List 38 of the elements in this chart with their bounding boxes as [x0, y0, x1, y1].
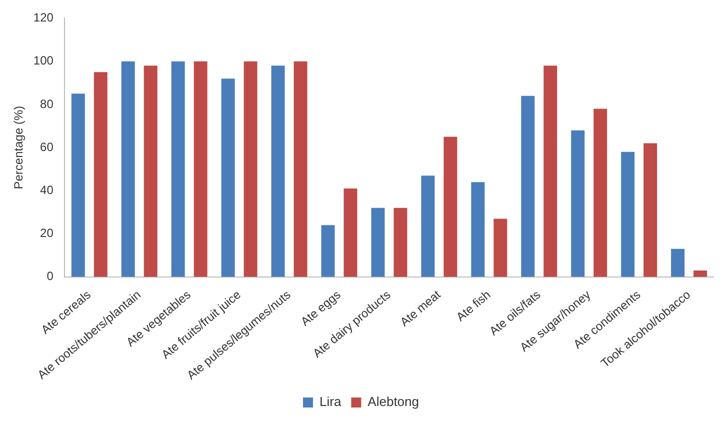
bar — [521, 96, 535, 277]
bar — [244, 61, 258, 277]
y-tick-label: 0 — [46, 269, 54, 284]
bar — [194, 61, 208, 277]
bar — [121, 61, 135, 277]
bar — [544, 66, 558, 277]
bar — [694, 270, 708, 277]
legend-label: Lira — [320, 394, 342, 410]
legend-label: Alebtong — [368, 394, 420, 410]
bar — [471, 182, 485, 277]
bar — [371, 208, 385, 277]
x-tick-label: Ate fish — [454, 288, 494, 324]
y-tick-label: 120 — [33, 10, 54, 25]
y-tick-label: 60 — [40, 140, 54, 154]
y-tick-label: 40 — [40, 183, 54, 197]
bar — [221, 78, 235, 277]
y-tick-label: 100 — [33, 54, 54, 68]
bar — [644, 143, 658, 277]
bar — [571, 130, 585, 277]
bar — [144, 66, 158, 277]
y-axis-title: Percentage (%) — [12, 106, 26, 190]
bar — [421, 176, 435, 277]
y-tick-label: 20 — [40, 226, 54, 240]
bar — [594, 108, 608, 277]
bar — [94, 72, 108, 277]
bar — [444, 136, 458, 277]
bar — [394, 208, 408, 277]
x-tick-label: Ate eggs — [298, 288, 344, 329]
bar — [494, 218, 508, 277]
bar — [71, 94, 85, 277]
bar — [294, 61, 308, 277]
bar — [344, 188, 358, 277]
bar — [671, 248, 685, 277]
bar — [271, 66, 285, 277]
bar — [321, 225, 335, 277]
y-tick-label: 80 — [40, 96, 54, 111]
bar — [621, 152, 635, 277]
bar — [171, 61, 185, 277]
